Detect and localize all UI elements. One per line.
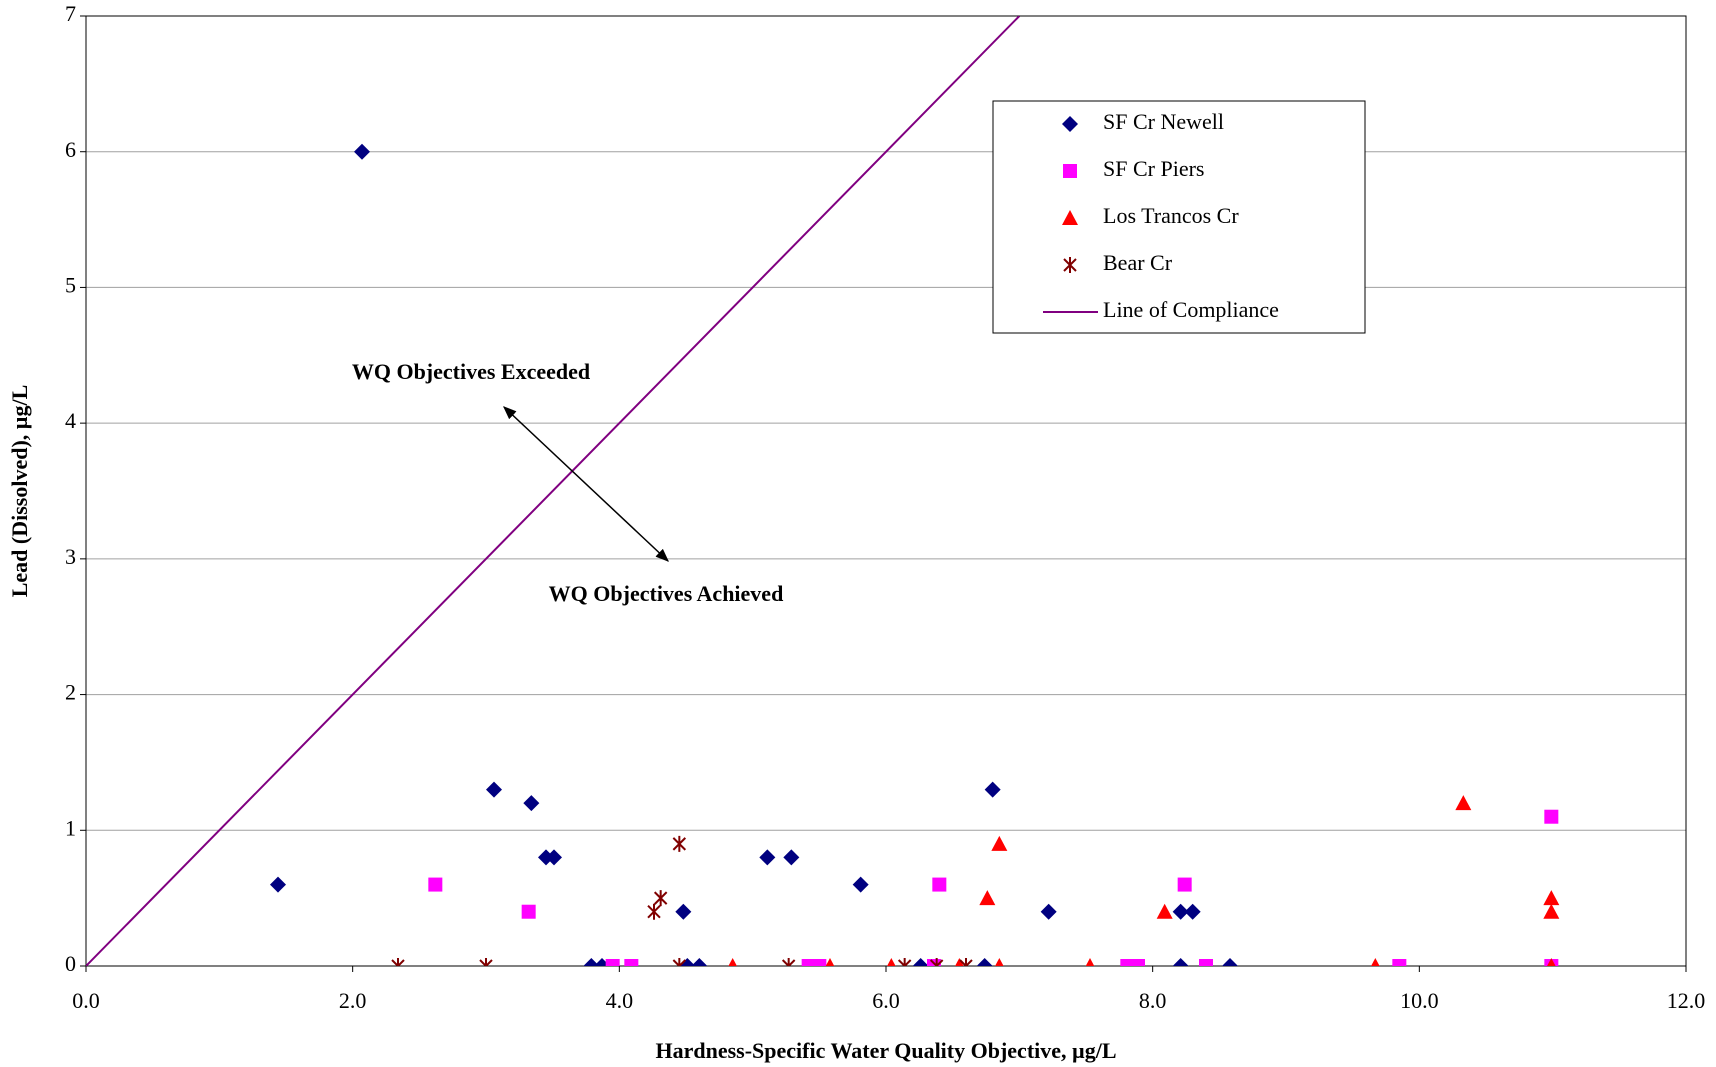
point bbox=[1085, 958, 1095, 966]
point bbox=[428, 877, 443, 892]
x-tick-label: 2.0 bbox=[339, 988, 367, 1013]
point bbox=[812, 959, 827, 966]
legend-label: Line of Compliance bbox=[1103, 297, 1279, 322]
point bbox=[728, 958, 737, 966]
point bbox=[887, 958, 896, 966]
point bbox=[955, 958, 964, 966]
x-tick-label: 0.0 bbox=[72, 988, 100, 1013]
point bbox=[959, 958, 973, 966]
y-tick-label: 3 bbox=[65, 544, 76, 569]
point bbox=[624, 959, 639, 966]
x-axis-title: Hardness-Specific Water Quality Objectiv… bbox=[656, 1038, 1117, 1063]
point bbox=[932, 877, 947, 892]
y-tick-label: 2 bbox=[65, 680, 76, 705]
point bbox=[783, 849, 800, 866]
point bbox=[1040, 903, 1057, 920]
point bbox=[672, 958, 687, 966]
point bbox=[672, 835, 687, 852]
point bbox=[825, 958, 835, 966]
legend-swatch bbox=[1063, 164, 1077, 178]
point bbox=[1392, 959, 1407, 966]
legend-swatch bbox=[1062, 116, 1078, 132]
point bbox=[1172, 903, 1189, 920]
marks bbox=[86, 16, 1560, 966]
point bbox=[523, 795, 540, 812]
point bbox=[1131, 959, 1145, 966]
point bbox=[984, 781, 1001, 798]
compliance-line bbox=[86, 16, 1021, 966]
legend-swatch bbox=[1063, 257, 1077, 273]
point bbox=[1120, 959, 1135, 966]
legend-label: Los Trancos Cr bbox=[1103, 203, 1239, 228]
x-tick-label: 8.0 bbox=[1139, 988, 1167, 1013]
point bbox=[647, 903, 661, 920]
grid bbox=[86, 15, 1686, 967]
legend-label: Bear Cr bbox=[1103, 250, 1173, 275]
point bbox=[781, 958, 796, 966]
point bbox=[929, 958, 944, 966]
point bbox=[1543, 903, 1560, 919]
point bbox=[1371, 958, 1380, 966]
point bbox=[976, 958, 993, 966]
point bbox=[675, 903, 692, 920]
y-axis-title: Lead (Dissolved), µg/L bbox=[7, 385, 32, 598]
point bbox=[486, 781, 502, 798]
point bbox=[583, 958, 600, 966]
annotation: WQ Objectives Exceeded bbox=[352, 359, 590, 384]
point bbox=[852, 876, 869, 893]
point bbox=[1455, 795, 1472, 811]
point bbox=[1547, 958, 1556, 966]
point bbox=[927, 959, 941, 966]
point bbox=[991, 835, 1008, 851]
x-tick-label: 6.0 bbox=[872, 988, 900, 1013]
point bbox=[1222, 958, 1238, 966]
point bbox=[1544, 809, 1559, 824]
x-tick-label: 12.0 bbox=[1667, 988, 1706, 1013]
point bbox=[995, 958, 1004, 966]
point bbox=[521, 904, 536, 919]
point bbox=[354, 143, 370, 160]
point bbox=[691, 958, 708, 966]
y-tick-label: 1 bbox=[65, 815, 76, 840]
legend-swatch bbox=[1062, 210, 1078, 225]
point bbox=[1543, 890, 1560, 906]
x-tick-label: 4.0 bbox=[606, 988, 634, 1013]
point bbox=[605, 959, 620, 966]
legend: SF Cr Newell SF Cr Piers Los Trancos Cr Bea… bbox=[992, 100, 1366, 334]
plot-frame bbox=[85, 15, 1687, 967]
point bbox=[912, 958, 929, 966]
y-tick-label: 7 bbox=[65, 1, 76, 26]
x-tick-label: 10.0 bbox=[1400, 988, 1439, 1013]
point bbox=[1199, 959, 1213, 966]
point bbox=[479, 958, 493, 966]
point bbox=[679, 958, 696, 966]
point bbox=[897, 958, 912, 966]
point bbox=[1156, 903, 1173, 919]
point bbox=[653, 890, 668, 907]
annotation-arrow bbox=[503, 406, 669, 562]
legend-label: SF Cr Newell bbox=[1103, 109, 1224, 134]
point bbox=[801, 959, 816, 966]
point bbox=[270, 876, 286, 893]
point bbox=[391, 958, 405, 966]
y-tick-label: 6 bbox=[65, 137, 76, 162]
y-tick-label: 5 bbox=[65, 272, 76, 297]
point bbox=[1184, 903, 1201, 920]
point bbox=[759, 849, 776, 866]
point bbox=[979, 890, 996, 906]
y-tick-label: 4 bbox=[65, 408, 76, 433]
point bbox=[546, 849, 562, 866]
annotation: WQ Objectives Achieved bbox=[549, 581, 784, 606]
point bbox=[1177, 877, 1192, 892]
legend-label: SF Cr Piers bbox=[1103, 156, 1204, 181]
y-tick-label: 0 bbox=[65, 951, 76, 976]
legend-box bbox=[992, 100, 1366, 334]
point bbox=[1172, 958, 1189, 966]
